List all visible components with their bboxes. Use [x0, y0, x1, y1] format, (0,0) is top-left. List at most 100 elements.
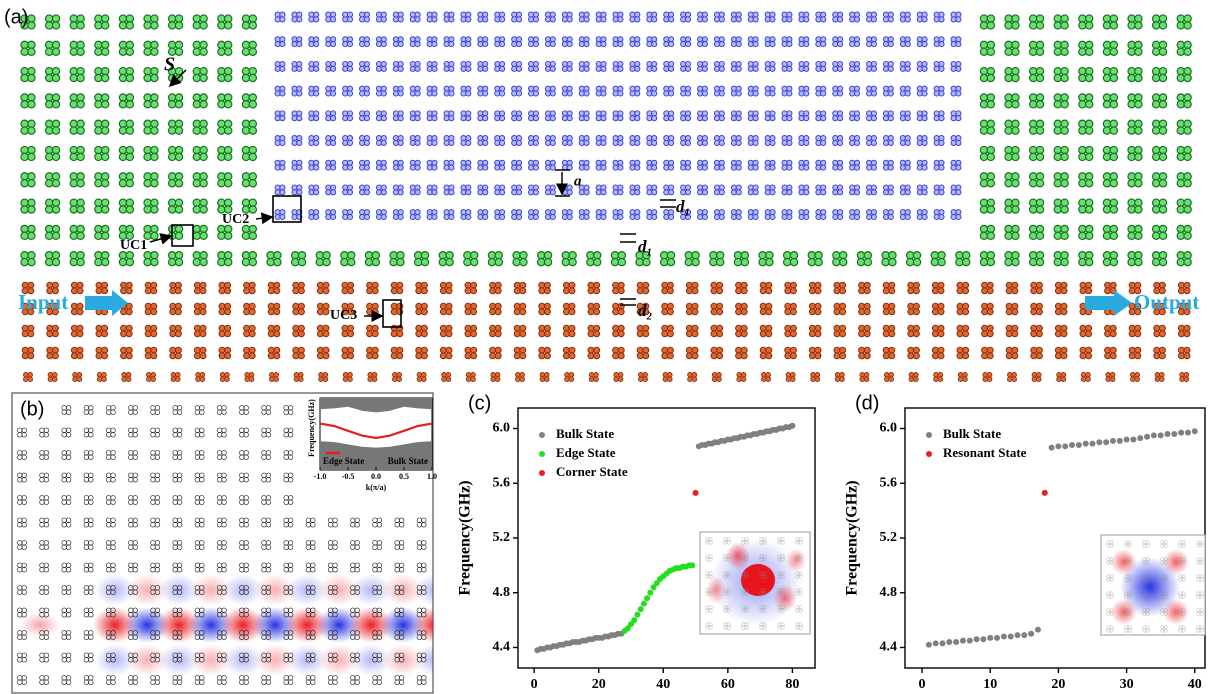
- field-blob: [93, 607, 137, 643]
- unit-cell: [629, 60, 641, 72]
- unit-cell: [733, 251, 750, 267]
- unit-cell: [612, 135, 624, 146]
- unit-cell: [595, 85, 607, 97]
- unit-cell: [1151, 93, 1168, 109]
- unit-cell: [20, 93, 36, 109]
- unit-cell: [680, 184, 692, 196]
- unit-cell: [1005, 324, 1019, 338]
- unit-cell: [489, 302, 502, 316]
- unit-cell: [933, 110, 945, 122]
- y-tick-label: 6.0: [493, 421, 511, 436]
- unit-cell: [933, 209, 945, 221]
- y-tick-label: 5.2: [493, 530, 511, 545]
- unit-cell: [69, 40, 85, 56]
- x-tick-label: 0: [531, 677, 538, 692]
- unit-cell: [389, 251, 405, 267]
- unit-cell: [118, 119, 135, 135]
- unit-cell: [586, 251, 602, 267]
- unit-cell: [785, 372, 796, 382]
- field-blob: [351, 574, 391, 606]
- unit-cell: [1028, 93, 1045, 109]
- unit-cell: [663, 110, 675, 122]
- unit-cell: [44, 66, 61, 83]
- unit-cell: [1176, 145, 1192, 162]
- unit-cell: [274, 11, 286, 23]
- unit-cell: [426, 184, 438, 196]
- unit-cell: [70, 302, 84, 316]
- unit-cell: [663, 11, 675, 23]
- unit-cell: [118, 145, 135, 162]
- unit-cell: [933, 36, 945, 48]
- unit-cell: [713, 11, 725, 23]
- unit-cell: [291, 135, 303, 146]
- unit-cell: [94, 66, 110, 83]
- unit-cell: [477, 159, 489, 171]
- unit-cell: [44, 145, 61, 162]
- unit-cell: [629, 110, 641, 122]
- unit-cell: [375, 60, 387, 72]
- unit-cell: [340, 251, 356, 267]
- unit-cell: [881, 251, 897, 267]
- legend-marker: [539, 432, 545, 438]
- unit-cell: [1028, 251, 1045, 267]
- x-axis-label: k(π/a): [366, 483, 387, 492]
- unit-cell: [409, 209, 421, 221]
- unit-cell: [367, 372, 378, 382]
- unit-cell: [1078, 119, 1094, 135]
- unit-cell: [866, 135, 877, 146]
- y-axis-label: Frequency(GHz): [457, 480, 474, 595]
- unit-cell: [528, 184, 539, 196]
- unit-cell: [1078, 224, 1094, 241]
- unit-cell: [20, 251, 36, 267]
- unit-cell: [1031, 372, 1042, 382]
- unit-cell: [981, 281, 994, 295]
- y-axis-label: Frequency(GHz): [844, 480, 861, 595]
- unit-cell: [219, 372, 230, 382]
- unit-cell: [680, 11, 692, 23]
- legend-label: Resonant State: [943, 445, 1027, 460]
- unit-cell: [856, 251, 873, 267]
- unit-cell: [764, 209, 776, 221]
- unit-cell: [70, 346, 84, 360]
- unit-cell: [979, 66, 996, 83]
- unit-cell: [747, 60, 759, 72]
- unit-cell: [905, 251, 922, 267]
- unit-cell: [1004, 251, 1020, 267]
- unit-cell: [1030, 346, 1043, 360]
- unit-cell: [460, 159, 472, 171]
- unit-cell: [646, 11, 658, 23]
- unit-cell: [562, 281, 576, 295]
- unit-cell: [808, 302, 822, 316]
- unit-cell: [359, 184, 370, 196]
- unit-cell: [979, 224, 996, 241]
- unit-cell: [1030, 281, 1043, 295]
- unit-cell: [899, 60, 911, 72]
- unit-cell: [511, 135, 523, 146]
- unit-cell: [217, 93, 233, 109]
- legend-label: Bulk State: [556, 426, 614, 441]
- unit-cell: [20, 40, 36, 56]
- unit-cell: [494, 159, 506, 171]
- unit-cell: [443, 209, 455, 221]
- annotations-a: (a) S a d₁ d₁ d₂ UC1 UC2 UC3 Input Outpu…: [4, 6, 1199, 328]
- unit-cell: [587, 346, 601, 360]
- unit-cell: [747, 135, 759, 146]
- unit-cell: [366, 302, 379, 316]
- unit-cell: [808, 346, 822, 360]
- unit-cell: [1127, 14, 1143, 30]
- data-point: [994, 634, 1001, 641]
- unit-cell: [341, 346, 355, 360]
- unit-cell: [144, 302, 158, 316]
- data-point: [1150, 432, 1157, 439]
- unit-cell: [94, 145, 110, 162]
- unit-cell: [882, 36, 894, 48]
- unit-cell: [20, 66, 36, 83]
- unit-cell: [241, 66, 258, 83]
- unit-cell: [217, 14, 233, 30]
- unit-cell: [143, 198, 159, 214]
- unit-cell: [907, 324, 920, 338]
- unit-cell: [274, 159, 286, 171]
- unit-cell: [713, 85, 725, 97]
- data-point: [624, 625, 631, 632]
- unit-cell: [710, 346, 724, 360]
